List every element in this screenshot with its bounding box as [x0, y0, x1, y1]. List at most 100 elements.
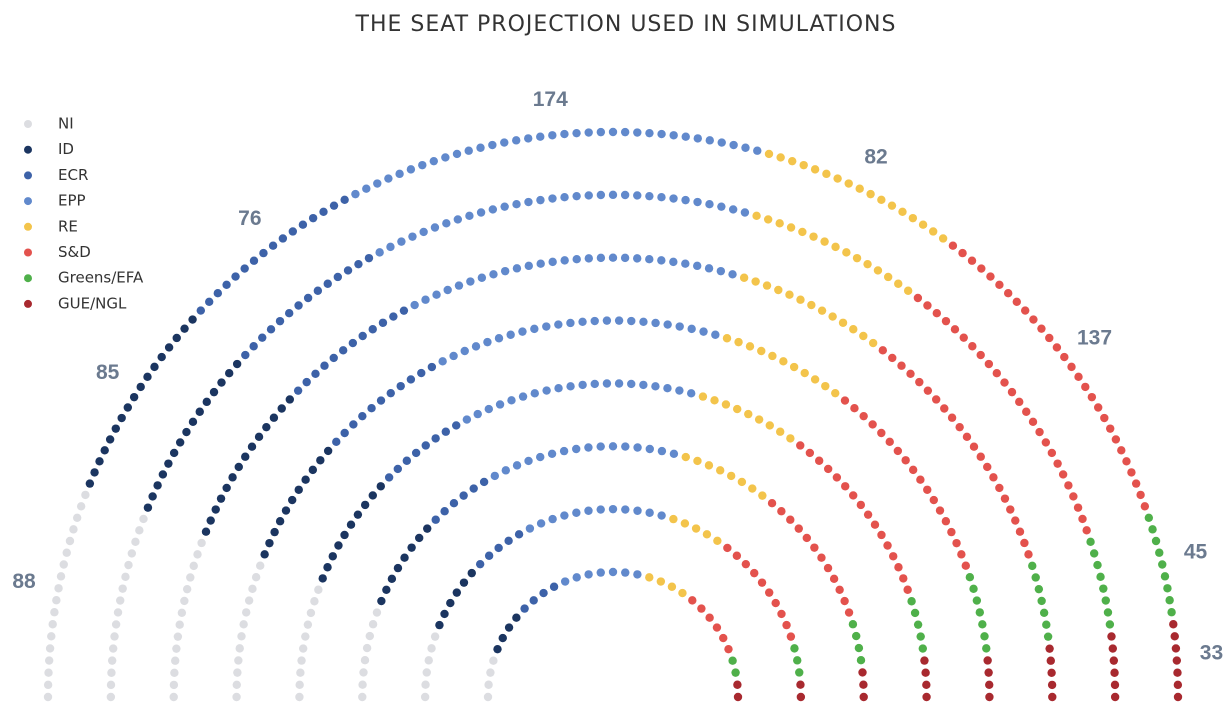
seat [680, 519, 690, 528]
seat [408, 232, 417, 241]
seat [972, 596, 982, 605]
seat [608, 442, 618, 451]
seat [202, 397, 211, 407]
seat [913, 293, 923, 303]
seat [368, 620, 378, 629]
seat [799, 160, 808, 170]
seat [298, 644, 308, 653]
seat [44, 656, 54, 665]
seat [737, 477, 747, 487]
seat [796, 680, 805, 689]
seat [484, 404, 494, 414]
seat [975, 608, 984, 617]
legend-marker [24, 171, 32, 180]
seat [691, 524, 701, 533]
seat [590, 379, 599, 389]
seat [817, 553, 826, 562]
seat [90, 468, 99, 477]
seat [1087, 392, 1097, 402]
seat [789, 362, 799, 372]
seat [318, 574, 327, 583]
seat [584, 443, 593, 452]
seat [779, 357, 788, 366]
seat [359, 668, 368, 677]
seat [590, 316, 599, 326]
seat [719, 633, 728, 643]
seat [116, 596, 125, 605]
seat [941, 517, 951, 526]
seat [1060, 352, 1069, 362]
seat [429, 156, 438, 166]
seat [893, 446, 903, 456]
seat [976, 452, 985, 461]
seat [462, 415, 472, 424]
seat [129, 392, 139, 402]
seat [1012, 297, 1021, 307]
seat [729, 140, 738, 150]
seat [832, 473, 842, 482]
seat [923, 386, 933, 395]
seat [704, 264, 714, 273]
seat [504, 623, 514, 632]
seat [1169, 620, 1178, 629]
seat [602, 379, 612, 388]
seat [732, 551, 742, 560]
seat [980, 632, 989, 641]
seat [856, 656, 866, 665]
seat [1007, 387, 1017, 397]
seat [1105, 620, 1115, 629]
seat [639, 380, 648, 390]
seat [62, 548, 71, 557]
seat [530, 324, 539, 334]
chart-title: THE SEAT PROJECTION USED IN SIMULATIONS [355, 12, 897, 37]
seat [713, 536, 722, 546]
seat [547, 449, 557, 458]
seat [620, 127, 630, 137]
seat [1021, 306, 1030, 315]
seat [260, 550, 269, 559]
seat [525, 524, 535, 533]
seat [188, 315, 197, 324]
seat [959, 333, 968, 342]
seat [48, 620, 57, 629]
seat [127, 549, 137, 558]
seat [657, 511, 666, 520]
seat [270, 527, 279, 537]
seat [297, 656, 306, 665]
seat [627, 379, 636, 389]
seat [584, 191, 593, 200]
seat [1109, 656, 1119, 665]
seat [278, 234, 288, 243]
seat [501, 466, 511, 475]
seat [288, 495, 297, 505]
seat [821, 381, 830, 391]
seat [265, 538, 274, 548]
seat [375, 248, 384, 257]
seat [794, 524, 803, 533]
seat [239, 620, 248, 629]
seat [877, 530, 886, 540]
seat [656, 577, 666, 586]
seat [131, 537, 140, 547]
seat [506, 330, 515, 339]
seat [362, 643, 372, 653]
seat [460, 346, 469, 356]
seat [1029, 315, 1038, 324]
seat [411, 448, 421, 458]
seat [728, 656, 737, 665]
seat [268, 241, 278, 250]
seat [424, 656, 433, 665]
seat [44, 668, 53, 677]
seat [796, 441, 805, 450]
seat [65, 536, 75, 546]
seat [633, 570, 642, 579]
seat [422, 668, 431, 677]
seat [1160, 572, 1170, 581]
seat [751, 277, 760, 286]
seat [859, 680, 868, 689]
seat [107, 668, 116, 677]
seat [1074, 372, 1083, 382]
seat [621, 442, 630, 451]
seat [454, 281, 464, 290]
